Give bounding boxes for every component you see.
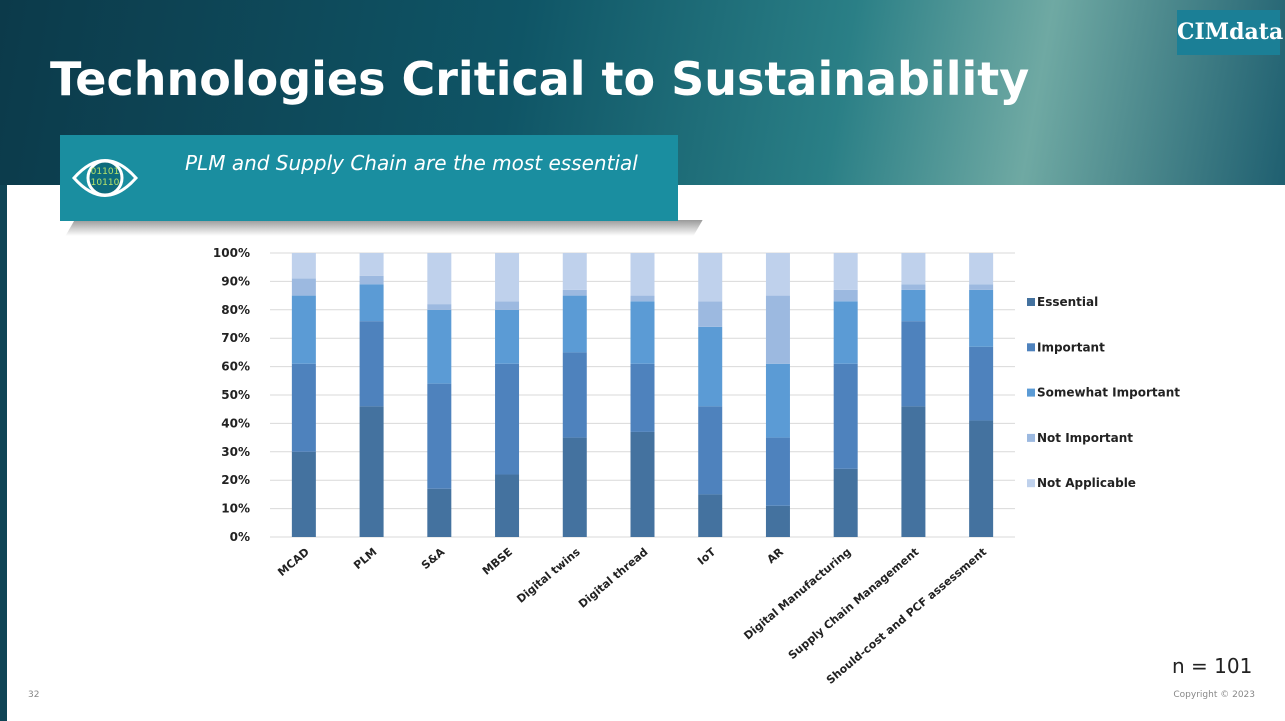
y-tick-label: 20% [221,473,250,487]
bar-segment [630,431,655,537]
x-tick-label: IoT [695,545,718,568]
y-tick-label: 10% [221,502,250,516]
bar-segment [969,420,994,537]
bar-segment [833,289,858,302]
x-tick-label: MCAD [275,545,311,579]
bar-segment [698,494,723,537]
legend-label: Not Important [1037,431,1133,445]
bar-segment [359,253,384,276]
bar-segment [630,363,655,432]
legend-label: Somewhat Important [1037,386,1180,400]
bar-segment [833,301,858,364]
x-tick-label: PLM [351,545,379,572]
bar-segment [630,295,655,302]
bar-segment [833,253,858,290]
bar-segment [562,253,587,290]
svg-text:10110: 10110 [91,178,120,188]
y-tick-label: 40% [221,416,250,430]
bar-segment [359,321,384,407]
legend-label: Important [1037,340,1105,354]
bar-segment [359,284,384,322]
x-tick-label: AR [765,545,787,566]
bar-segment [630,301,655,364]
bar-segment [562,295,587,353]
x-tick-label: S&A [419,545,448,572]
bar-segment [901,406,926,537]
x-tick-label: Digital Manufacturing [741,545,853,642]
bar-segment [698,406,723,495]
y-tick-label: 90% [221,274,250,288]
legend-swatch [1027,479,1035,488]
bar-segment [427,488,452,537]
svg-text:01101: 01101 [91,167,120,177]
x-tick-label: MBSE [480,545,515,577]
legend-swatch [1027,433,1035,442]
bar-segment [698,253,723,302]
bar-segment [495,253,520,302]
slide-title: Technologies Critical to Sustainability [50,52,1030,106]
sample-size: n = 101 [1172,654,1253,678]
bar-segment [833,468,858,537]
y-tick-label: 60% [221,360,250,374]
bar-segment [495,363,520,475]
bar-segment [359,275,384,285]
bar-segment [833,363,858,469]
y-tick-label: 30% [221,445,250,459]
bar-segment [698,326,723,407]
logo: CIMdata [1177,10,1283,55]
bar-segment [495,474,520,537]
bar-segment [765,295,790,364]
bar-segment [969,253,994,285]
bar-segment [901,284,926,290]
x-tick-label: Digital twins [514,545,583,606]
bar-segment [969,346,994,421]
copyright: Copyright © 2023 [1173,690,1255,700]
bar-segment [765,363,790,438]
bar-segment [562,289,587,296]
bar-segment [630,253,655,296]
bar-segment [291,451,316,537]
bar-segment [427,309,452,384]
bar-segment [969,289,994,347]
y-tick-label: 100% [213,246,250,260]
bar-segment [765,437,790,506]
y-tick-label: 70% [221,331,250,345]
bar-segment [427,304,452,310]
y-tick-label: 80% [221,303,250,317]
bar-segment [765,505,790,537]
bar-segment [765,253,790,296]
legend-swatch [1027,388,1035,397]
bar-segment [562,352,587,438]
bar-segment [291,363,316,452]
page-number: 32 [28,690,40,700]
bar-segment [562,437,587,537]
bar-segment [969,284,994,290]
legend-label: Essential [1037,295,1098,309]
eye-icon: 01101 10110 [71,159,139,197]
edge-bar [0,185,7,721]
bar-segment [359,406,384,537]
bar-segment [291,278,316,296]
bar-segment [495,309,520,364]
bar-segment [427,253,452,305]
legend-label: Not Applicable [1037,476,1136,490]
bar-segment [427,383,452,489]
bar-segment [291,295,316,364]
y-tick-label: 50% [221,388,250,402]
bar-segment [901,289,926,322]
bar-segment [291,253,316,279]
callout-text: PLM and Supply Chain are the most essent… [185,151,638,175]
callout: 01101 10110 PLM and Supply Chain are the… [60,135,678,221]
legend-swatch [1027,343,1035,352]
bar-segment [901,253,926,285]
bar-segment [495,301,520,310]
bar-segment [698,301,723,327]
legend-swatch [1027,298,1035,306]
x-tick-label: Digital thread [576,545,650,610]
y-tick-label: 0% [230,530,250,544]
x-tick-label: Supply Chain Management [786,545,922,662]
bar-segment [901,321,926,407]
